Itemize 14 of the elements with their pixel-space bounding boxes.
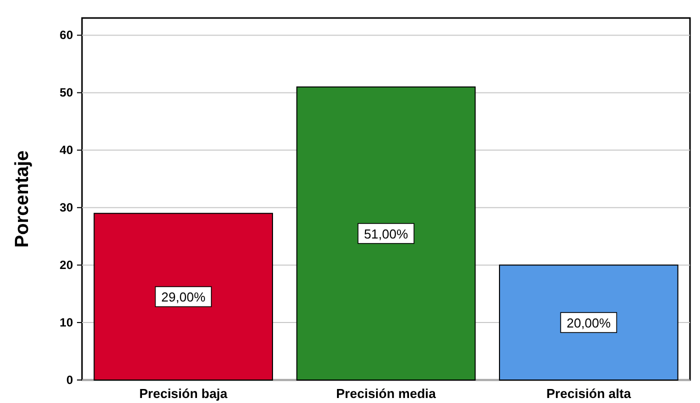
- x-tick-label: Precisión media: [336, 386, 437, 401]
- x-tick-label: Precisión alta: [546, 386, 632, 401]
- data-label: 29,00%: [161, 290, 206, 305]
- y-axis-title: Porcentaje: [12, 150, 33, 248]
- data-label: 51,00%: [364, 226, 408, 242]
- y-tick-label: 60: [60, 28, 74, 42]
- data-label: 20,00%: [566, 316, 612, 331]
- y-tick-label: 20: [60, 258, 74, 272]
- y-tick-label: 50: [60, 86, 74, 100]
- x-tick-label: Precisión baja: [139, 386, 228, 401]
- y-tick-label: 10: [60, 316, 74, 330]
- y-tick-label: 30: [60, 200, 74, 215]
- y-tick-label: 0: [66, 373, 74, 387]
- y-tick-label: 40: [60, 143, 74, 158]
